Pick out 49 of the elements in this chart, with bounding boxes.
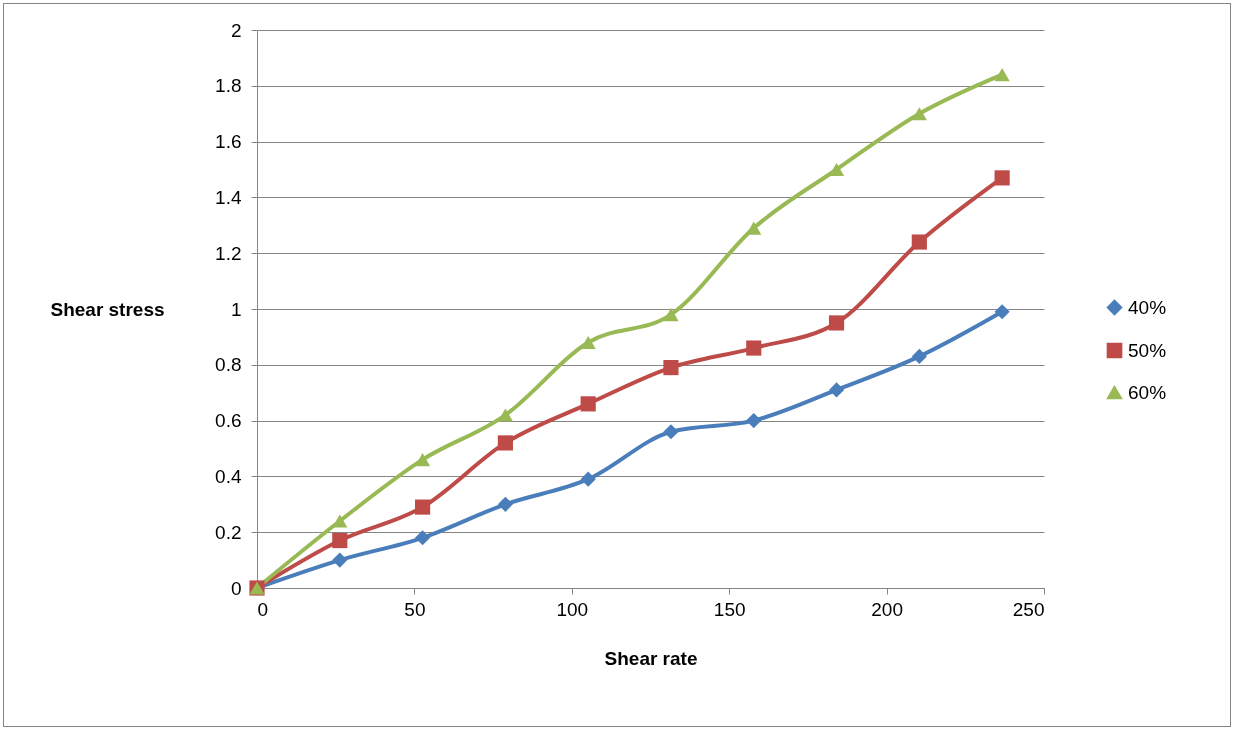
- point: [746, 221, 762, 235]
- point: [580, 396, 596, 412]
- point: [663, 360, 679, 376]
- point: [994, 68, 1010, 82]
- y-tick-label: 0: [230, 577, 242, 599]
- point: [580, 471, 596, 487]
- y-tick-label: 0.4: [215, 465, 242, 487]
- point: [828, 162, 845, 177]
- y-tick-label: 1.2: [215, 242, 242, 264]
- x-tick-label: 50: [404, 598, 426, 620]
- point: [663, 308, 679, 322]
- y-tick-label: 1: [230, 298, 242, 320]
- point: [994, 170, 1010, 186]
- x-tick-label: 250: [1012, 598, 1045, 620]
- point: [497, 408, 513, 422]
- x-tick-label: 100: [556, 598, 589, 620]
- point: [415, 530, 431, 546]
- x-tick-label: 200: [871, 598, 903, 620]
- point: [580, 335, 596, 350]
- point: [332, 552, 348, 568]
- legend-label: 60%: [1128, 381, 1167, 403]
- point: [746, 413, 762, 429]
- point: [332, 514, 348, 528]
- y-tick-label: 1.6: [215, 131, 242, 153]
- legend-label: 40%: [1128, 296, 1167, 318]
- point: [911, 107, 927, 121]
- point: [828, 315, 845, 331]
- point: [911, 348, 927, 365]
- y-tick-label: 0.2: [215, 521, 242, 543]
- y-tick-label: 0.6: [215, 410, 242, 432]
- x-axis-title: Shear rate: [604, 647, 698, 669]
- point: [332, 532, 348, 549]
- point: [497, 435, 513, 451]
- point: [911, 234, 927, 250]
- point: [415, 453, 431, 467]
- point: [663, 424, 679, 440]
- point: [828, 382, 845, 398]
- point: [497, 496, 513, 512]
- y-tick-label: 1.4: [215, 186, 242, 208]
- y-tick-label: 0.8: [215, 354, 242, 376]
- x-tick-label: 0: [257, 598, 269, 620]
- y-tick-label: 2: [230, 19, 242, 41]
- point: [994, 304, 1010, 320]
- point: [746, 340, 762, 356]
- point: [415, 499, 431, 515]
- legend-label: 50%: [1128, 339, 1167, 361]
- x-tick-label: 150: [713, 598, 746, 620]
- y-axis-title: Shear stress: [50, 298, 165, 320]
- y-tick-label: 1.8: [215, 75, 242, 97]
